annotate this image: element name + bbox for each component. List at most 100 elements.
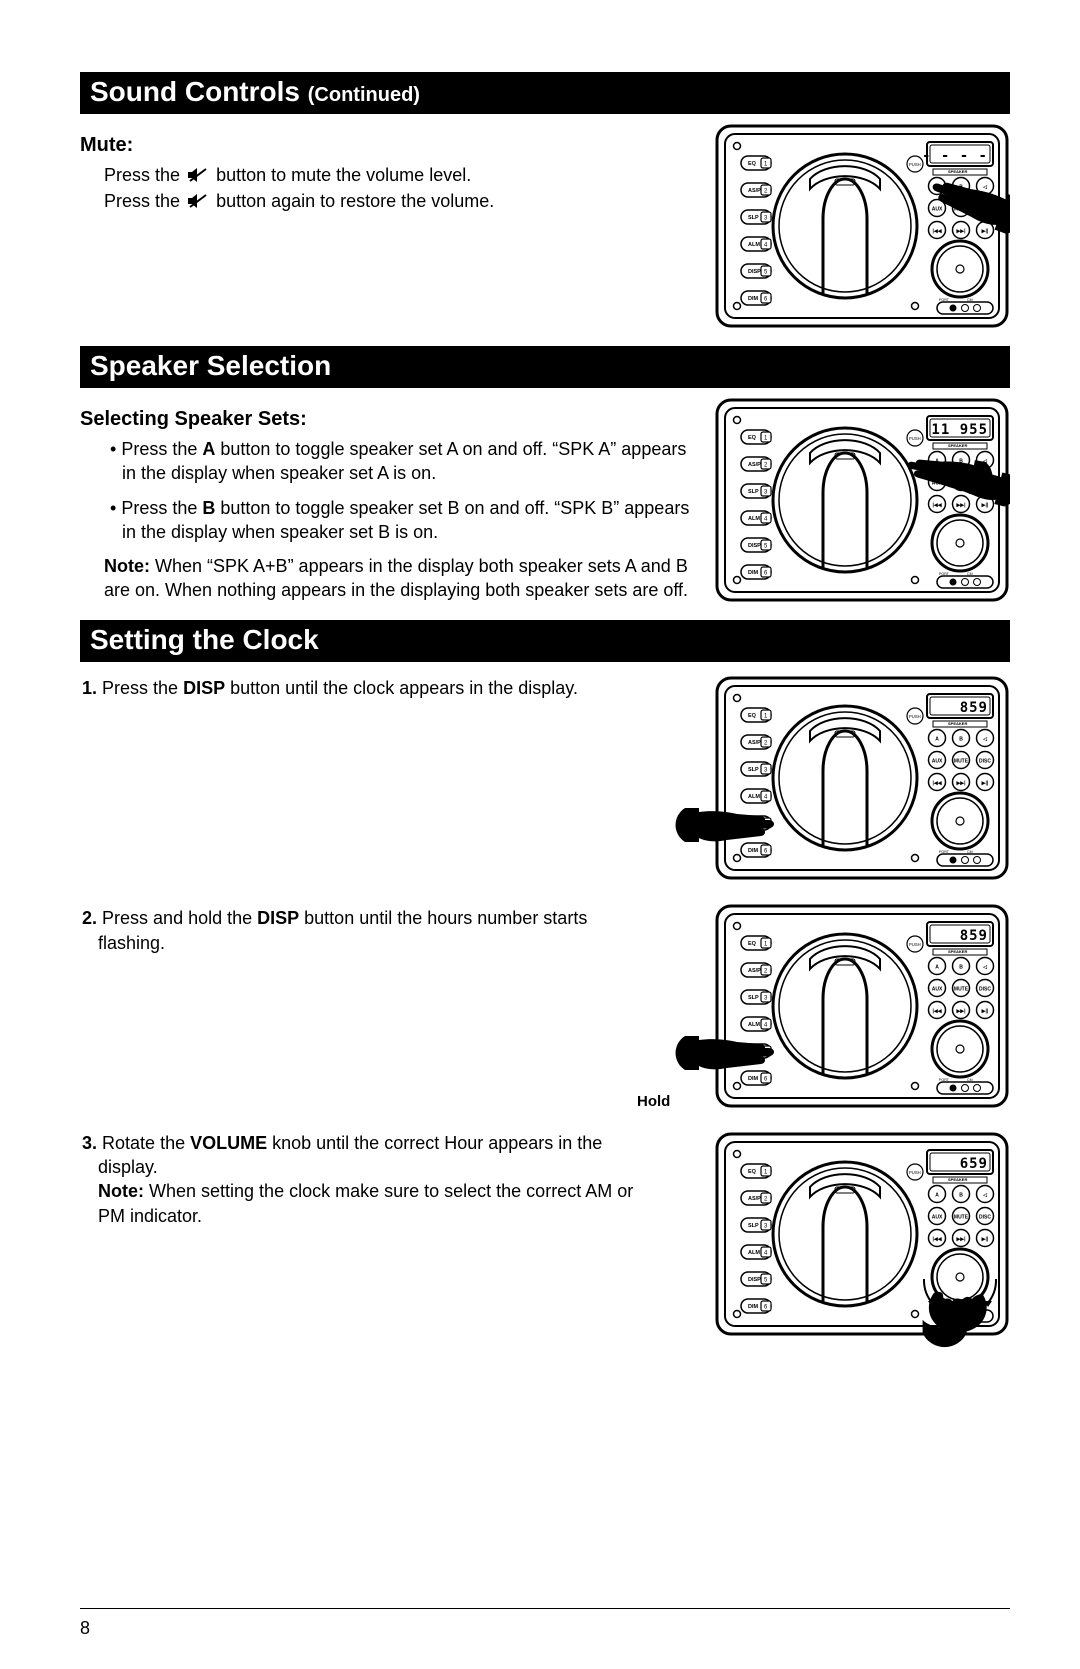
svg-text:AUX: AUX <box>932 987 943 993</box>
svg-text:PUSH: PUSH <box>909 714 921 719</box>
sound-controls-diagram: EQ1AS/PS2SLP3ALM4DISP5DIM6PUSH- - - -SPE… <box>715 124 1010 334</box>
svg-text:MUTE: MUTE <box>954 987 969 993</box>
footer-rule <box>80 1608 1010 1609</box>
speaker-selection-text: Selecting Speaker Sets: • Press the A bu… <box>80 398 715 603</box>
note-label: Note: <box>104 556 150 576</box>
svg-text:ALM: ALM <box>748 242 760 248</box>
svg-text:SLP: SLP <box>748 995 759 1001</box>
speaker-bullets: • Press the A button to toggle speaker s… <box>80 437 695 603</box>
svg-text:A: A <box>935 737 939 743</box>
note-label: Note: <box>98 1181 144 1201</box>
svg-text:- - - -: - - - - <box>922 148 988 164</box>
svg-text:CM: CM <box>967 298 973 302</box>
svg-text:▶||: ▶|| <box>981 1237 989 1243</box>
step-3: 3. Rotate the VOLUME knob until the corr… <box>80 1131 655 1228</box>
step-2: 2. Press and hold the DISP button until … <box>80 906 655 955</box>
sound-controls-row: Mute: Press the button to mute the volum… <box>80 124 1010 334</box>
device-svg: EQ1AS/PS2SLP3ALM4DISP5DIM6PUSH659SPEAKER… <box>715 1132 1010 1357</box>
page: Sound Controls (Continued) Mute: Press t… <box>0 0 1080 1669</box>
svg-text:▶▶|: ▶▶| <box>955 781 966 787</box>
svg-text:▶▶|: ▶▶| <box>955 1009 966 1015</box>
clock-row: 1. Press the DISP button until the clock… <box>80 676 1010 1362</box>
page-number: 8 <box>80 1618 90 1639</box>
section-header-speaker-selection: Speaker Selection <box>80 346 1010 388</box>
svg-text:▶▶|: ▶▶| <box>955 503 966 509</box>
svg-text:DIM: DIM <box>748 296 759 302</box>
mute-line1-a: Press the <box>104 165 185 185</box>
svg-text:DIM: DIM <box>748 1304 759 1310</box>
header-title: Speaker Selection <box>90 350 331 381</box>
svg-text:▶▶|: ▶▶| <box>955 229 966 235</box>
svg-text:▶||: ▶|| <box>981 1009 989 1015</box>
svg-text:AUX: AUX <box>932 207 943 213</box>
header-subtitle: (Continued) <box>308 84 420 106</box>
svg-text:CM: CM <box>967 572 973 576</box>
mute-line1-b: button to mute the volume level. <box>216 165 471 185</box>
svg-text:PUSH: PUSH <box>909 162 921 167</box>
svg-text:B: B <box>959 965 963 971</box>
device-svg: EQ1AS/PS2SLP3ALM4DISP5DIM6PUSH859SPEAKER… <box>675 904 1010 1109</box>
svg-text:DISC: DISC <box>979 1215 991 1221</box>
svg-text:CM: CM <box>967 1078 973 1082</box>
sound-controls-text: Mute: Press the button to mute the volum… <box>80 124 715 216</box>
svg-text:◁: ◁ <box>982 965 987 971</box>
svg-text:B: B <box>959 737 963 743</box>
mute-line2-b: button again to restore the volume. <box>216 191 494 211</box>
svg-text:CM: CM <box>967 850 973 854</box>
section-header-setting-clock: Setting the Clock <box>80 620 1010 662</box>
svg-text:▶||: ▶|| <box>981 781 989 787</box>
svg-text:A: A <box>935 965 939 971</box>
svg-text:DISP: DISP <box>748 1277 761 1283</box>
svg-text:|◀◀: |◀◀ <box>932 1237 941 1243</box>
svg-text:659: 659 <box>960 1156 988 1172</box>
device-svg: EQ1AS/PS2SLP3ALM4DISP5DIM6PUSH- - - -SPE… <box>715 124 1010 329</box>
svg-text:SPEAKER: SPEAKER <box>948 1177 967 1182</box>
device-svg: EQ1AS/PS2SLP3ALM4DISP5DIM6PUSH11 955SPEA… <box>715 398 1010 603</box>
svg-text:PUSH: PUSH <box>909 436 921 441</box>
svg-text:DIM: DIM <box>748 570 759 576</box>
svg-text:EQ: EQ <box>748 435 757 441</box>
svg-text:DIM: DIM <box>748 848 759 854</box>
mute-instructions: Press the button to mute the volume leve… <box>80 163 695 216</box>
mute-line2-a: Press the <box>104 191 185 211</box>
svg-text:SPEAKER: SPEAKER <box>948 443 967 448</box>
svg-text:PUSH: PUSH <box>909 1170 921 1175</box>
mute-icon <box>187 165 209 189</box>
clock-text: 1. Press the DISP button until the clock… <box>80 676 675 1244</box>
svg-text:|◀◀: |◀◀ <box>932 781 941 787</box>
svg-text:▶||: ▶|| <box>981 503 989 509</box>
mute-subtitle: Mute: <box>80 132 695 159</box>
svg-text:ALM: ALM <box>748 1250 760 1256</box>
header-title: Sound Controls <box>90 76 308 107</box>
svg-text:ALM: ALM <box>748 1022 760 1028</box>
svg-text:PORT: PORT <box>939 850 950 854</box>
svg-text:▶||: ▶|| <box>981 229 989 235</box>
svg-text:AUX: AUX <box>932 759 943 765</box>
svg-text:EQ: EQ <box>748 713 757 719</box>
svg-text:DIM: DIM <box>748 1076 759 1082</box>
svg-text:◁: ◁ <box>982 185 987 191</box>
svg-text:DISC: DISC <box>979 987 991 993</box>
svg-text:SLP: SLP <box>748 489 759 495</box>
header-title: Setting the Clock <box>90 624 319 655</box>
svg-text:PORT: PORT <box>939 1078 950 1082</box>
note-text: When “SPK A+B” appears in the display bo… <box>104 556 688 600</box>
speaker-subtitle: Selecting Speaker Sets: <box>80 406 695 433</box>
bullet-b: • Press the B button to toggle speaker s… <box>104 496 695 545</box>
svg-text:DISP: DISP <box>748 543 761 549</box>
svg-text:11 955: 11 955 <box>931 422 988 438</box>
svg-text:MUTE: MUTE <box>954 1215 969 1221</box>
svg-text:|◀◀: |◀◀ <box>932 503 941 509</box>
device-svg: EQ1AS/PS2SLP3ALM4DISP5DIM6PUSH859SPEAKER… <box>675 676 1010 881</box>
note-text: When setting the clock make sure to sele… <box>98 1181 633 1225</box>
svg-text:EQ: EQ <box>748 1169 757 1175</box>
svg-text:◁: ◁ <box>982 737 987 743</box>
svg-text:PORT: PORT <box>939 298 950 302</box>
svg-text:EQ: EQ <box>748 941 757 947</box>
svg-text:SLP: SLP <box>748 215 759 221</box>
svg-text:SPEAKER: SPEAKER <box>948 169 967 174</box>
svg-text:859: 859 <box>960 928 988 944</box>
section-header-sound-controls: Sound Controls (Continued) <box>80 72 1010 114</box>
svg-text:SPEAKER: SPEAKER <box>948 721 967 726</box>
clock-diagram-2: EQ1AS/PS2SLP3ALM4DISP5DIM6PUSH859SPEAKER… <box>675 904 1010 1114</box>
